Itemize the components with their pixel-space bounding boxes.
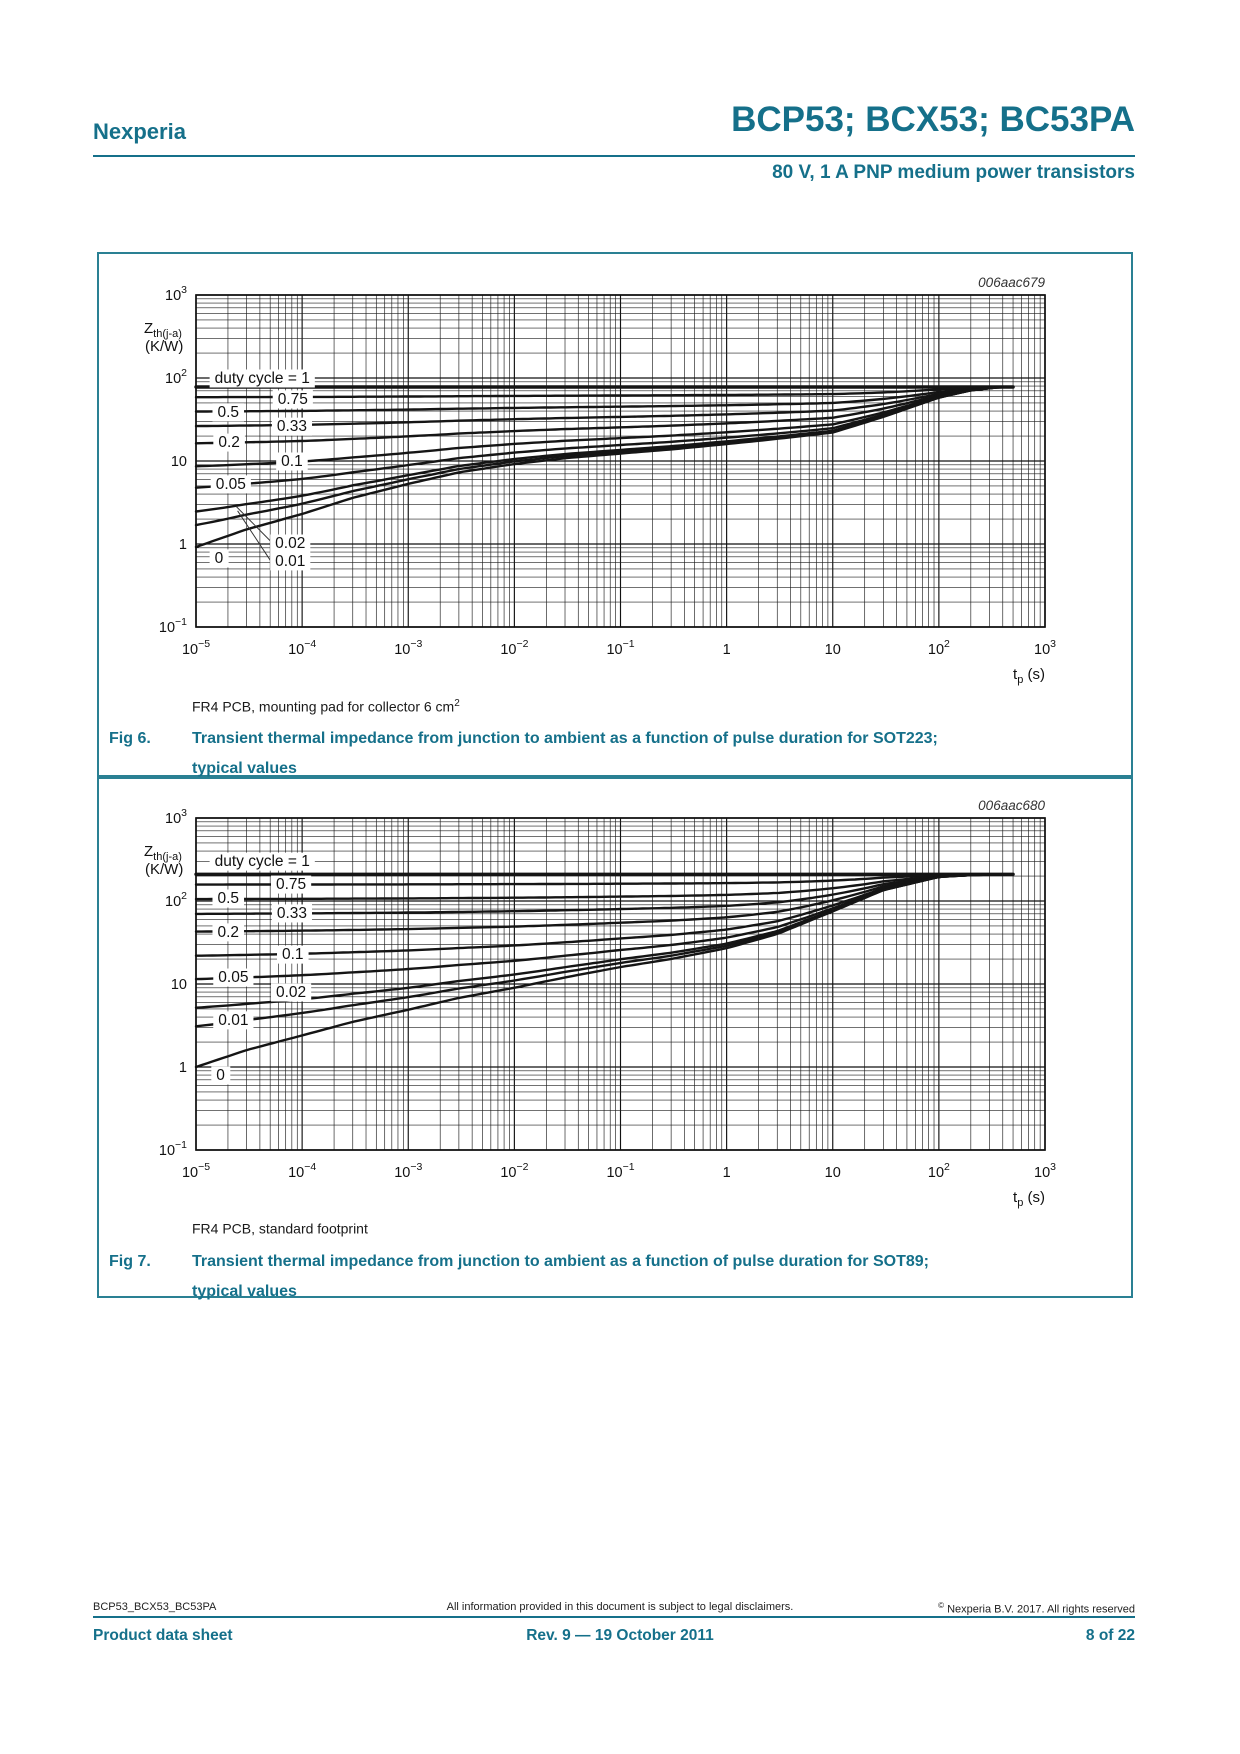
svg-text:006aac679: 006aac679 — [978, 275, 1045, 290]
svg-text:0.2: 0.2 — [218, 434, 240, 451]
svg-text:102: 102 — [165, 367, 187, 387]
svg-text:10: 10 — [825, 642, 841, 658]
figure-7-box: duty cycle = 1 0.75 0.5 0.33 0.2 0.1 0.05 0.02 0… — [97, 777, 1133, 1300]
svg-text:10−2: 10−2 — [500, 1161, 528, 1181]
fig6-note-superscript: 2 — [454, 698, 460, 709]
copyright-symbol: © — [938, 1601, 945, 1610]
svg-text:tp (s): tp (s) — [1013, 1189, 1045, 1209]
nexperia-logo: Nexperia — [93, 119, 186, 144]
fig7-caption-line2: typical values — [192, 1283, 297, 1300]
svg-text:1: 1 — [723, 642, 731, 658]
svg-text:0.2: 0.2 — [217, 924, 239, 941]
svg-text:10−1: 10−1 — [606, 638, 634, 658]
svg-text:10: 10 — [171, 454, 187, 470]
fig6-caption: Transient thermal impedance from junctio… — [192, 724, 1117, 784]
fig6-caption-line2: typical values — [192, 760, 297, 777]
footer-revision: Rev. 9 — 19 October 2011 — [526, 1627, 714, 1644]
svg-text:10−3: 10−3 — [394, 638, 422, 658]
footer-doc-type: Product data sheet — [93, 1627, 233, 1644]
svg-text:Zth(j-a): Zth(j-a) — [144, 320, 182, 340]
svg-text:10: 10 — [825, 1165, 841, 1181]
svg-text:102: 102 — [928, 1161, 950, 1181]
svg-text:103: 103 — [165, 284, 187, 304]
fig7-caption-row: Fig 7. Transient thermal impedance from … — [109, 1247, 1117, 1307]
svg-text:(K/W): (K/W) — [145, 338, 183, 355]
svg-text:0.05: 0.05 — [216, 476, 246, 493]
header-rule — [93, 155, 1135, 157]
fig7-note-text: FR4 PCB, standard footprint — [192, 1220, 368, 1237]
svg-text:10−1: 10−1 — [159, 616, 187, 636]
svg-text:0.05: 0.05 — [218, 969, 248, 986]
svg-text:0.33: 0.33 — [277, 905, 307, 922]
svg-text:0.75: 0.75 — [276, 876, 306, 893]
footer-disclaimer: All information provided in this documen… — [446, 1601, 794, 1613]
fig6-label: Fig 6. — [109, 730, 151, 747]
svg-text:0: 0 — [215, 550, 224, 567]
fig6-caption-line1: Transient thermal impedance from junctio… — [192, 730, 938, 747]
svg-text:tp (s): tp (s) — [1013, 666, 1045, 686]
copyright-text: Nexperia B.V. 2017. All rights reserved — [944, 1603, 1135, 1616]
svg-text:10−1: 10−1 — [606, 1161, 634, 1181]
svg-text:0.1: 0.1 — [282, 946, 304, 963]
footer-rule — [93, 1616, 1135, 1618]
fig7-thermal-impedance-chart: duty cycle = 1 0.75 0.5 0.33 0.2 0.1 0.05 0.02 0… — [144, 798, 1056, 1209]
svg-text:0.5: 0.5 — [217, 404, 239, 421]
fig6-note-text: FR4 PCB, mounting pad for collector 6 cm — [192, 698, 455, 715]
svg-text:0.02: 0.02 — [276, 984, 306, 1001]
fig6-caption-row: Fig 6. Transient thermal impedance from … — [109, 724, 1117, 784]
page-subtitle: 80 V, 1 A PNP medium power transistors — [772, 162, 1135, 183]
page-title: BCP53; BCX53; BC53PA — [731, 100, 1135, 139]
fig7-caption: Transient thermal impedance from junctio… — [192, 1247, 1117, 1307]
svg-text:006aac680: 006aac680 — [978, 798, 1045, 813]
svg-text:10−4: 10−4 — [288, 638, 316, 658]
svg-text:0.1: 0.1 — [281, 453, 303, 470]
svg-text:1: 1 — [179, 537, 187, 553]
fig6-condition-note: FR4 PCB, mounting pad for collector 6 cm… — [192, 698, 460, 715]
svg-text:10−2: 10−2 — [500, 638, 528, 658]
svg-text:10−5: 10−5 — [182, 1161, 210, 1181]
footer-doc-id: BCP53_BCX53_BC53PA — [93, 1601, 217, 1613]
svg-text:10−5: 10−5 — [182, 638, 210, 658]
svg-text:102: 102 — [165, 890, 187, 910]
svg-text:duty cycle = 1: duty cycle = 1 — [215, 370, 310, 387]
svg-text:103: 103 — [1034, 638, 1056, 658]
svg-text:0.02: 0.02 — [275, 535, 305, 552]
svg-text:10−4: 10−4 — [288, 1161, 316, 1181]
svg-text:0: 0 — [216, 1067, 225, 1084]
svg-text:0.5: 0.5 — [217, 890, 239, 907]
svg-text:Zth(j-a): Zth(j-a) — [144, 843, 182, 863]
svg-text:(K/W): (K/W) — [145, 861, 183, 878]
svg-text:103: 103 — [1034, 1161, 1056, 1181]
svg-text:103: 103 — [165, 807, 187, 827]
svg-text:1: 1 — [179, 1060, 187, 1076]
svg-text:102: 102 — [928, 638, 950, 658]
svg-text:0.33: 0.33 — [277, 418, 307, 435]
fig6-thermal-impedance-chart: duty cycle = 10.750.50.330.20.10.050.020… — [144, 275, 1056, 686]
svg-text:0.01: 0.01 — [218, 1012, 248, 1029]
svg-text:0.75: 0.75 — [278, 391, 308, 408]
svg-text:1: 1 — [723, 1165, 731, 1181]
footer-copyright: © Nexperia B.V. 2017. All rights reserve… — [938, 1601, 1135, 1616]
svg-text:0.01: 0.01 — [275, 553, 305, 570]
fig7-label: Fig 7. — [109, 1253, 151, 1270]
svg-text:duty cycle = 1: duty cycle = 1 — [215, 853, 310, 870]
svg-text:10−1: 10−1 — [159, 1139, 187, 1159]
fig7-condition-note: FR4 PCB, standard footprint — [192, 1220, 368, 1237]
figure-6-box: duty cycle = 1 0.75 0.5 0.33 0.2 0.1 0.05 0.02 0… — [97, 252, 1133, 777]
fig7-caption-line1: Transient thermal impedance from junctio… — [192, 1253, 929, 1270]
footer-page-number: 8 of 22 — [1085, 1627, 1135, 1644]
svg-text:10−3: 10−3 — [394, 1161, 422, 1181]
svg-text:10: 10 — [171, 977, 187, 993]
